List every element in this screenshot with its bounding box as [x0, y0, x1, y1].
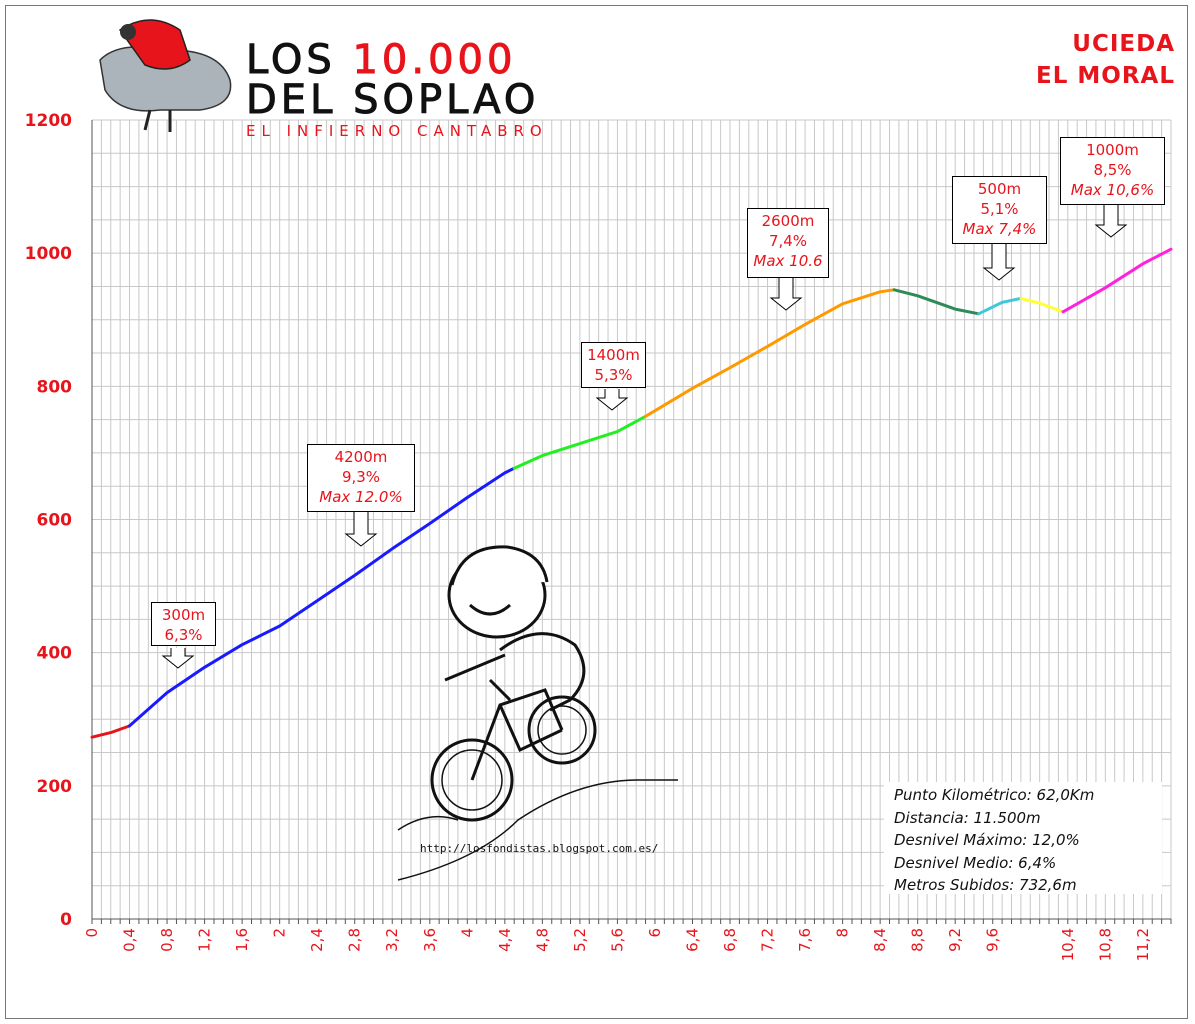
- callout-arrow-1: [161, 648, 195, 669]
- cyclist-illustration: [397, 545, 678, 881]
- route-stats-box: Punto Kilométrico: 62,0Km Distancia: 11.…: [884, 782, 1162, 894]
- callout-arrow-6: [1094, 205, 1128, 238]
- x-tick-label: 6,4: [683, 928, 701, 952]
- elevation-series: [90, 247, 1173, 739]
- callout-segment-4: 2600m 7,4% Max 10.6: [747, 208, 829, 278]
- logo-subtitle: EL INFIERNO CANTABRO: [246, 122, 548, 140]
- x-tick-label: 10,4: [1059, 928, 1077, 961]
- callout-segment-3: 1400m 5,3%: [581, 342, 646, 388]
- blog-url: http://losfondistas.blogspot.com.es/: [420, 842, 659, 855]
- x-tick-label: 4: [458, 928, 476, 938]
- callout-arrow-5: [982, 244, 1016, 281]
- x-axis-ticks: 0 0,4 0,8 1,2 1,6 2 2,4 2,8 3,2 3,6 4 4,4 4,8 5,2 5,6 6…: [83, 928, 1152, 961]
- logo-text-10000: 10.000: [352, 37, 517, 83]
- stat-metros-subidos: Metros Subidos: 732,6m: [894, 876, 1077, 894]
- callout-arrows: [161, 205, 1128, 669]
- x-tick-label: 0: [83, 928, 101, 938]
- y-tick-label: 1000: [25, 244, 72, 264]
- x-tick-label: 2,4: [308, 928, 326, 952]
- x-tick-label: 4,8: [533, 928, 551, 952]
- y-tick-label: 0: [60, 910, 72, 930]
- callout-segment-1: 300m 6,3%: [151, 602, 216, 646]
- x-tick-label: 10,8: [1096, 928, 1114, 961]
- stat-distancia: Distancia: 11.500m: [894, 808, 1041, 827]
- elevation-segment-1: [90, 724, 131, 739]
- x-tick-label: 8: [834, 928, 852, 938]
- x-tick-label: 11,2: [1134, 928, 1152, 961]
- callout-segment-2: 4200m 9,3% Max 12.0%: [307, 444, 415, 512]
- x-tick-label: 5,2: [571, 928, 589, 952]
- logo-mascot: [99, 19, 232, 132]
- y-tick-label: 400: [37, 644, 73, 664]
- callout-arrow-3: [595, 389, 629, 411]
- event-logo: LOS 10.000 DEL SOPLAO EL INFIERNO CANTAB…: [245, 37, 548, 141]
- y-tick-label: 1200: [25, 111, 72, 131]
- x-tick-label: 2,8: [346, 928, 364, 952]
- x-tick-label: 6: [646, 928, 664, 938]
- x-tick-label: 1,6: [233, 928, 251, 952]
- elevation-segment-6: [977, 296, 1023, 316]
- x-tick-label: 3,6: [421, 928, 439, 952]
- x-tick-label: 7,6: [796, 928, 814, 952]
- callout-segment-6: 1000m 8,5% Max 10,6%: [1060, 137, 1165, 205]
- route-title-line1: UCIEDA: [1072, 31, 1175, 57]
- elevation-segment-4: [644, 288, 896, 418]
- x-tick-label: 3,2: [383, 928, 401, 952]
- logo-text-soplao: DEL SOPLAO: [246, 77, 540, 123]
- x-tick-label: 0,4: [121, 928, 139, 952]
- y-tick-label: 200: [37, 777, 73, 797]
- callout-arrow-2: [344, 512, 378, 547]
- y-tick-label: 600: [37, 511, 73, 531]
- elevation-segment-5: [892, 288, 981, 316]
- stat-desnivel-maximo: Desnivel Máximo: 12,0%: [894, 831, 1080, 849]
- x-tick-label: 8,4: [871, 928, 889, 952]
- callout-arrow-4: [769, 278, 803, 311]
- callout-segment-5: 500m 5,1% Max 7,4%: [952, 176, 1047, 244]
- y-tick-label: 800: [37, 377, 73, 397]
- x-tick-label: 6,8: [721, 928, 739, 952]
- stat-punto-kilometrico: Punto Kilométrico: 62,0Km: [894, 786, 1095, 804]
- route-title-line2: EL MORAL: [1036, 63, 1175, 89]
- x-tick-label: 0,8: [158, 928, 176, 952]
- x-tick-label: 7,2: [759, 928, 777, 952]
- elevation-segment-3: [512, 414, 648, 470]
- chart-frame: [5, 5, 1188, 1019]
- x-tick-label: 5,6: [608, 928, 626, 952]
- x-tick-label: 4,4: [496, 928, 514, 952]
- elevation-segment-2: [128, 466, 516, 728]
- stat-desnivel-medio: Desnivel Medio: 6,4%: [894, 853, 1057, 872]
- x-tick-label: 8,8: [909, 928, 927, 952]
- elevation-segment-7: [1019, 296, 1065, 314]
- x-tick-label: 2: [271, 928, 289, 938]
- x-tick-label: 9,2: [946, 928, 964, 952]
- elevation-segment-8: [1061, 247, 1173, 314]
- route-title: UCIEDA EL MORAL: [1036, 28, 1175, 92]
- y-axis-ticks: 0 200 400 600 800 1000 1200: [25, 111, 72, 930]
- x-tick-label: 9,6: [984, 928, 1002, 952]
- x-tick-label: 1,2: [196, 928, 214, 952]
- logo-text-los: LOS: [245, 37, 353, 83]
